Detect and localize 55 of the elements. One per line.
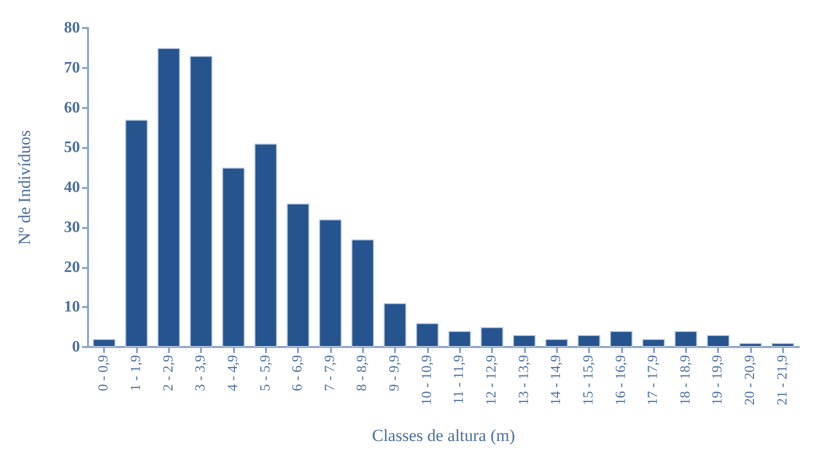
y-tick-label: 60 [64, 99, 80, 116]
bar [739, 343, 762, 347]
x-tick-label: 3 - 3,9 [194, 355, 209, 392]
x-tick-label: 19 - 19,9 [710, 355, 726, 406]
y-axis-title: Nº de Indivíduos [15, 130, 34, 245]
bar [416, 323, 439, 347]
bar [545, 339, 568, 347]
x-tick-label: 21 - 21,9 [775, 355, 790, 406]
x-tick-label: 18 - 18,9 [678, 355, 694, 406]
x-tick-label: 9 - 9,9 [388, 355, 403, 392]
x-tick-label: 7 - 7,9 [322, 355, 338, 392]
bar [674, 331, 698, 347]
bar [448, 331, 471, 347]
bar [157, 48, 180, 347]
y-tick-label: 10 [64, 298, 80, 316]
bar [384, 303, 406, 347]
x-tick-label: 15 - 15,9 [581, 355, 596, 406]
bar [512, 335, 536, 347]
y-tick-label: 30 [64, 218, 80, 236]
bar [190, 56, 212, 347]
bar [125, 120, 148, 347]
x-tick-label: 2 - 2,9 [161, 355, 176, 392]
x-tick-label: 10 - 10,9 [420, 355, 435, 406]
x-tick-label: 8 - 8,9 [355, 355, 370, 392]
x-tick-label: 12 - 12,9 [484, 355, 500, 406]
bar [578, 335, 600, 347]
x-tick-label: 17 - 17,9 [646, 355, 662, 406]
x-tick-label: 13 - 13,9 [516, 355, 532, 406]
y-tick-label: 80 [64, 20, 80, 36]
x-tick-label: 11 - 11,9 [452, 355, 468, 404]
bar [706, 335, 730, 347]
bar [319, 219, 342, 347]
x-tick-label: 4 - 4,9 [226, 355, 241, 392]
bar [772, 343, 794, 347]
y-tick-label: 0 [72, 338, 80, 356]
bar [254, 144, 278, 347]
x-axis-title: Classes de altura (m) [372, 426, 516, 445]
bar [286, 203, 310, 347]
y-tick-label: 20 [64, 258, 80, 276]
x-tick-label: 20 - 20,9 [743, 355, 758, 406]
bar [610, 331, 633, 347]
bar [480, 327, 504, 347]
x-tick-label: 14 - 14,9 [549, 355, 564, 406]
x-tick-label: 1 - 1,9 [128, 355, 144, 392]
y-tick-label: 40 [64, 179, 80, 196]
x-tick-label: 16 - 16,9 [614, 355, 629, 406]
bar [351, 239, 374, 347]
bar [92, 339, 116, 347]
y-tick-label: 70 [64, 59, 80, 76]
bar [642, 339, 665, 347]
y-tick-label: 50 [64, 139, 80, 156]
x-tick-label: 5 - 5,9 [258, 355, 274, 392]
x-tick-label: 6 - 6,9 [290, 355, 306, 392]
x-tick-label: 0 - 0,9 [96, 355, 112, 392]
bar [222, 168, 245, 347]
